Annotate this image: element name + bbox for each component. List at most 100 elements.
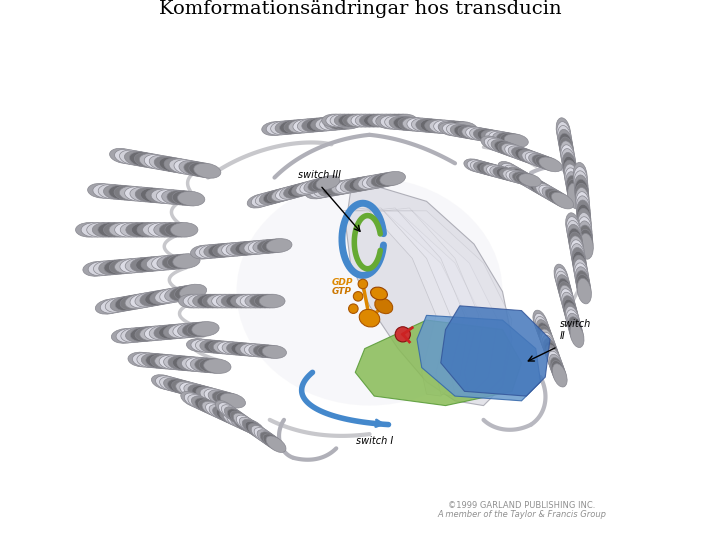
Ellipse shape — [566, 172, 580, 197]
Ellipse shape — [327, 181, 353, 195]
Ellipse shape — [451, 122, 477, 136]
Ellipse shape — [262, 122, 287, 136]
Ellipse shape — [517, 172, 539, 189]
Ellipse shape — [500, 168, 522, 181]
Ellipse shape — [253, 240, 279, 254]
Ellipse shape — [559, 133, 573, 159]
Ellipse shape — [135, 153, 161, 168]
Ellipse shape — [205, 403, 228, 418]
Ellipse shape — [186, 357, 213, 372]
Ellipse shape — [168, 323, 195, 339]
Ellipse shape — [308, 178, 332, 192]
Ellipse shape — [565, 168, 579, 193]
Ellipse shape — [467, 160, 490, 173]
Ellipse shape — [542, 187, 564, 204]
Ellipse shape — [257, 239, 283, 253]
Ellipse shape — [533, 181, 554, 198]
Ellipse shape — [577, 274, 590, 300]
Ellipse shape — [343, 114, 367, 127]
Ellipse shape — [552, 364, 567, 387]
Ellipse shape — [126, 222, 153, 237]
Ellipse shape — [208, 390, 233, 405]
Ellipse shape — [564, 164, 579, 190]
Ellipse shape — [341, 178, 366, 193]
Ellipse shape — [183, 294, 209, 308]
Ellipse shape — [575, 179, 588, 205]
Ellipse shape — [170, 286, 197, 301]
Ellipse shape — [154, 325, 181, 340]
Ellipse shape — [173, 323, 200, 338]
Ellipse shape — [244, 240, 270, 254]
Ellipse shape — [546, 348, 562, 372]
Ellipse shape — [226, 294, 252, 308]
Ellipse shape — [485, 137, 508, 152]
Ellipse shape — [159, 157, 186, 172]
Ellipse shape — [164, 158, 191, 173]
Polygon shape — [417, 315, 541, 401]
Ellipse shape — [251, 426, 271, 442]
Ellipse shape — [570, 240, 585, 265]
Ellipse shape — [191, 245, 216, 259]
Ellipse shape — [141, 353, 168, 368]
Ellipse shape — [573, 163, 587, 188]
Ellipse shape — [216, 408, 239, 423]
Ellipse shape — [454, 125, 478, 138]
Ellipse shape — [104, 185, 131, 199]
Ellipse shape — [425, 119, 451, 133]
Ellipse shape — [151, 375, 176, 389]
Ellipse shape — [199, 359, 227, 373]
Ellipse shape — [168, 356, 195, 370]
Ellipse shape — [331, 180, 357, 194]
Ellipse shape — [233, 413, 253, 429]
Ellipse shape — [514, 171, 536, 187]
Ellipse shape — [98, 184, 125, 199]
Ellipse shape — [267, 188, 291, 202]
Ellipse shape — [549, 354, 564, 377]
Ellipse shape — [235, 294, 261, 308]
Ellipse shape — [559, 137, 574, 163]
Ellipse shape — [519, 174, 541, 187]
Ellipse shape — [93, 184, 120, 199]
Ellipse shape — [264, 190, 287, 204]
Ellipse shape — [109, 259, 137, 274]
Ellipse shape — [389, 116, 415, 130]
Ellipse shape — [179, 294, 204, 308]
Ellipse shape — [572, 247, 586, 273]
Ellipse shape — [359, 309, 379, 327]
Ellipse shape — [182, 322, 210, 337]
Ellipse shape — [312, 177, 336, 191]
Ellipse shape — [149, 325, 176, 340]
Ellipse shape — [539, 326, 554, 349]
Ellipse shape — [266, 239, 292, 252]
Ellipse shape — [248, 423, 268, 440]
Ellipse shape — [222, 405, 241, 421]
Ellipse shape — [306, 118, 332, 132]
Ellipse shape — [577, 208, 591, 234]
Ellipse shape — [566, 213, 580, 238]
Ellipse shape — [567, 217, 580, 242]
Ellipse shape — [212, 406, 235, 422]
Ellipse shape — [200, 340, 224, 353]
Ellipse shape — [284, 184, 307, 198]
Ellipse shape — [407, 118, 433, 132]
Ellipse shape — [135, 292, 162, 307]
Ellipse shape — [562, 152, 577, 178]
Ellipse shape — [318, 183, 344, 197]
Ellipse shape — [174, 160, 201, 175]
Ellipse shape — [506, 170, 528, 183]
Ellipse shape — [150, 289, 177, 305]
Ellipse shape — [195, 398, 217, 414]
Ellipse shape — [167, 190, 194, 205]
Ellipse shape — [416, 119, 441, 132]
Ellipse shape — [389, 114, 413, 127]
Ellipse shape — [562, 148, 576, 174]
Ellipse shape — [92, 222, 120, 237]
Ellipse shape — [256, 192, 279, 206]
Ellipse shape — [443, 123, 467, 137]
Ellipse shape — [569, 232, 583, 258]
Ellipse shape — [534, 313, 549, 336]
Ellipse shape — [500, 133, 524, 147]
Ellipse shape — [355, 114, 379, 127]
Ellipse shape — [550, 357, 564, 381]
Ellipse shape — [259, 191, 283, 205]
